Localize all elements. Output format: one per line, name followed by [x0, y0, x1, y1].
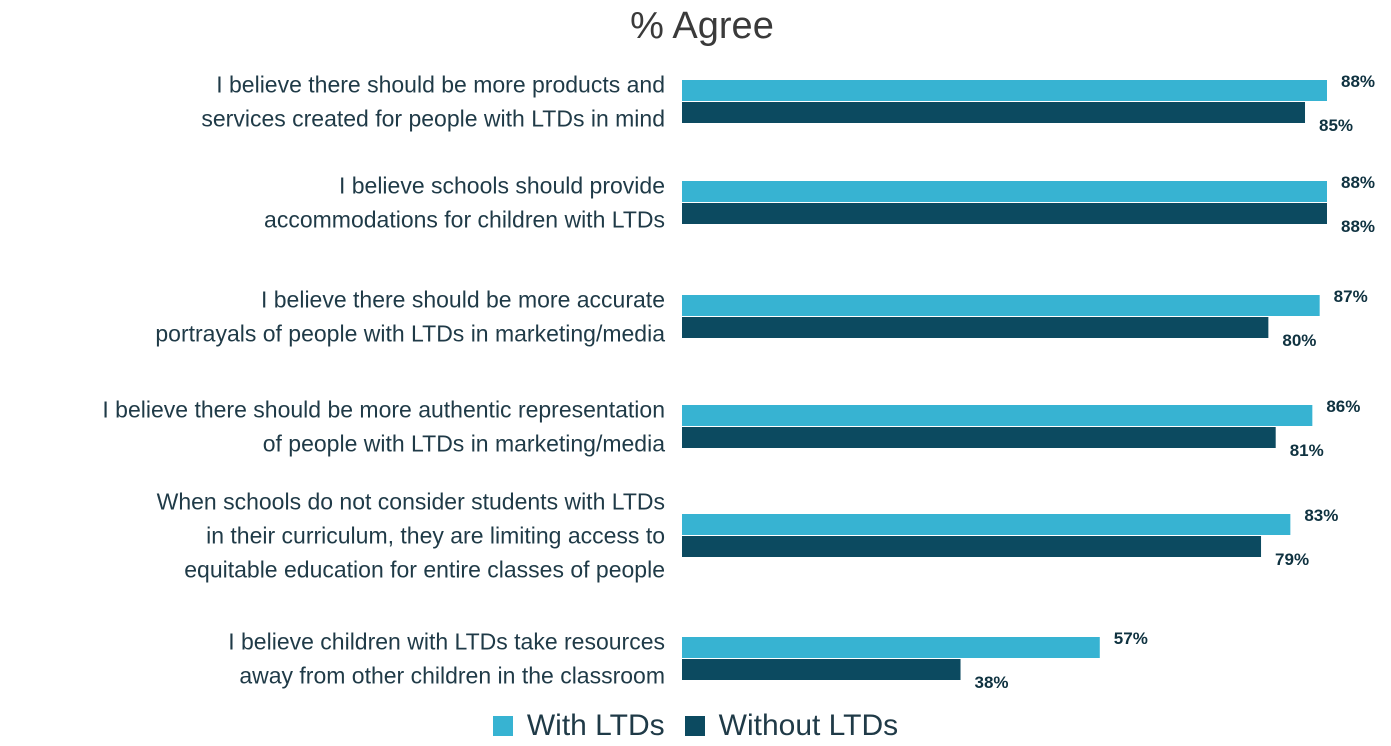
bar-without-ltds-4: [682, 427, 1276, 448]
value-label-with-ltds-2: 88%: [1341, 173, 1375, 192]
category-label-4-line-1: I believe there should be more authentic…: [102, 397, 665, 423]
bars-layer: I believe there should be more products …: [102, 72, 1375, 693]
value-label-without-ltds-4: 81%: [1290, 441, 1324, 460]
category-label-4-line-2: of people with LTDs in marketing/media: [263, 431, 665, 457]
bar-without-ltds-1: [682, 102, 1306, 123]
bar-without-ltds-3: [682, 317, 1269, 338]
value-label-without-ltds-3: 80%: [1282, 331, 1316, 350]
value-label-without-ltds-2: 88%: [1341, 217, 1375, 236]
category-label-3-line-1: I believe there should be more accurate: [261, 287, 665, 313]
legend-label-with-ltds: With LTDs: [526, 709, 665, 742]
value-label-with-ltds-1: 88%: [1341, 72, 1375, 91]
bar-without-ltds-2: [682, 203, 1327, 224]
category-label-6-line-2: away from other children in the classroo…: [239, 663, 665, 689]
chart-title: % Agree: [630, 5, 774, 47]
bar-with-ltds-5: [682, 514, 1291, 535]
category-label-2-line-1: I believe schools should provide: [339, 173, 665, 199]
category-label-1-line-2: services created for people with LTDs in…: [201, 106, 665, 132]
legend-item-with-ltds: With LTDs: [492, 709, 665, 743]
value-label-with-ltds-5: 83%: [1304, 506, 1338, 525]
legend: With LTDs Without LTDs: [0, 706, 1391, 746]
legend-swatch-with-ltds: [492, 716, 513, 736]
value-label-without-ltds-1: 85%: [1319, 116, 1353, 135]
category-label-2-line-2: accommodations for children with LTDs: [264, 207, 665, 233]
value-label-without-ltds-5: 79%: [1275, 550, 1309, 569]
chart-svg: % Agree I believe there should be more p…: [102, 5, 1375, 693]
bar-with-ltds-3: [682, 295, 1320, 316]
value-label-with-ltds-6: 57%: [1114, 629, 1148, 648]
legend-label-without-ltds: Without LTDs: [718, 709, 899, 742]
category-label-6-line-1: I believe children with LTDs take resour…: [228, 629, 665, 655]
bar-with-ltds-6: [682, 637, 1100, 658]
category-label-5-line-3: equitable education for entire classes o…: [184, 557, 665, 583]
bar-with-ltds-2: [682, 181, 1327, 202]
category-label-5-line-2: in their curriculum, they are limiting a…: [206, 523, 665, 549]
bar-with-ltds-4: [682, 405, 1313, 426]
category-label-1-line-1: I believe there should be more products …: [216, 72, 665, 98]
value-label-with-ltds-4: 86%: [1326, 397, 1360, 416]
bar-without-ltds-6: [682, 659, 961, 680]
legend-swatch-without-ltds: [684, 716, 705, 736]
value-label-with-ltds-3: 87%: [1334, 287, 1368, 306]
value-label-without-ltds-6: 38%: [975, 673, 1009, 692]
bar-without-ltds-5: [682, 536, 1262, 557]
category-label-3-line-2: portrayals of people with LTDs in market…: [155, 321, 665, 347]
category-label-5-line-1: When schools do not consider students wi…: [157, 489, 665, 515]
legend-item-without-ltds: Without LTDs: [684, 709, 899, 743]
bar-with-ltds-1: [682, 80, 1327, 101]
